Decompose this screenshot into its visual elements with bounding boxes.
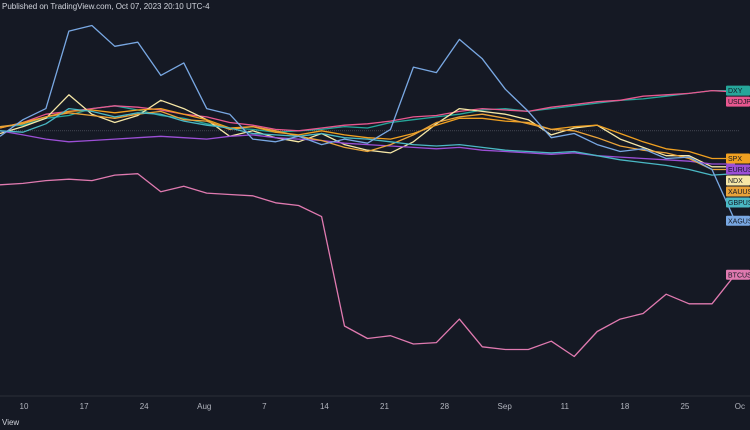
series-labels-group: DXY USDJPY SPX EURUSD NDX XAUUSD GBPUSD XAGUSD B… xyxy=(726,85,750,280)
series-label-ndx: NDX xyxy=(726,175,750,186)
footer-text: View xyxy=(2,418,20,427)
series-lines-group xyxy=(0,24,736,358)
x-tick-label: 21 xyxy=(380,402,389,411)
publish-header: Published on TradingView.com, Oct 07, 20… xyxy=(0,0,750,16)
series-line-xauusd[interactable] xyxy=(0,110,735,171)
series-label-bg xyxy=(726,269,750,280)
series-label-eurusd: EURUSD xyxy=(726,164,750,175)
x-tick-label: Aug xyxy=(197,402,211,411)
x-tick-label: 24 xyxy=(140,402,149,411)
series-label-bg xyxy=(726,96,750,107)
series-label-xauusd: XAUUSD xyxy=(726,186,750,197)
series-label-gbpusd: GBPUSD xyxy=(726,197,750,208)
series-label-btcusd: BTCUSD xyxy=(726,269,750,280)
x-tick-label: Sep xyxy=(498,402,513,411)
series-line-gbpusd[interactable] xyxy=(0,107,736,176)
series-label-bg xyxy=(726,175,750,186)
series-label-bg xyxy=(726,164,750,175)
series-line-spx[interactable] xyxy=(0,107,735,160)
series-label-bg xyxy=(726,197,750,208)
series-line-usdjpy[interactable] xyxy=(0,89,736,132)
series-label-text: SPX xyxy=(728,156,742,163)
x-tick-label: 17 xyxy=(80,402,89,411)
x-tick-label: 11 xyxy=(561,402,570,411)
series-line-eurusd[interactable] xyxy=(0,130,735,165)
time-axis-ticks: 10 17 24 Aug 7 14 21 28 Sep 11 18 25 Oc xyxy=(20,402,745,411)
series-label-bg xyxy=(726,215,750,226)
series-label-bg xyxy=(726,85,750,96)
x-tick-label: 25 xyxy=(680,402,689,411)
series-line-btcusd[interactable] xyxy=(0,173,736,358)
series-line-xagusd[interactable] xyxy=(0,24,736,222)
series-label-text: EURUSD xyxy=(728,167,750,174)
series-label-spx: SPX xyxy=(726,153,750,164)
series-label-text: XAUUSD xyxy=(728,189,750,196)
x-tick-label: 28 xyxy=(440,402,449,411)
series-label-text: DXY xyxy=(728,88,743,95)
x-tick-label: 18 xyxy=(620,402,629,411)
publish-info-text: Published on TradingView.com, Oct 07, 20… xyxy=(2,2,210,11)
series-line-ndx[interactable] xyxy=(0,94,735,168)
series-label-text: NDX xyxy=(728,178,743,185)
series-label-text: XAGUSD xyxy=(728,218,750,225)
series-label-text: USDJPY xyxy=(728,99,750,106)
series-label-text: BTCUSD xyxy=(728,272,750,279)
series-label-xagusd: XAGUSD xyxy=(726,215,750,226)
series-label-text: GBPUSD xyxy=(728,200,750,207)
series-line-dxy[interactable] xyxy=(0,89,735,133)
series-label-usdjpy: USDJPY xyxy=(726,96,750,107)
x-tick-label: 14 xyxy=(320,402,329,411)
series-label-dxy: DXY xyxy=(726,85,750,96)
x-tick-label: 7 xyxy=(262,402,267,411)
x-tick-label: 10 xyxy=(20,402,29,411)
series-label-bg xyxy=(726,153,750,164)
series-label-bg xyxy=(726,186,750,197)
footer-bar: View xyxy=(0,415,750,430)
x-tick-label: Oc xyxy=(735,402,745,411)
